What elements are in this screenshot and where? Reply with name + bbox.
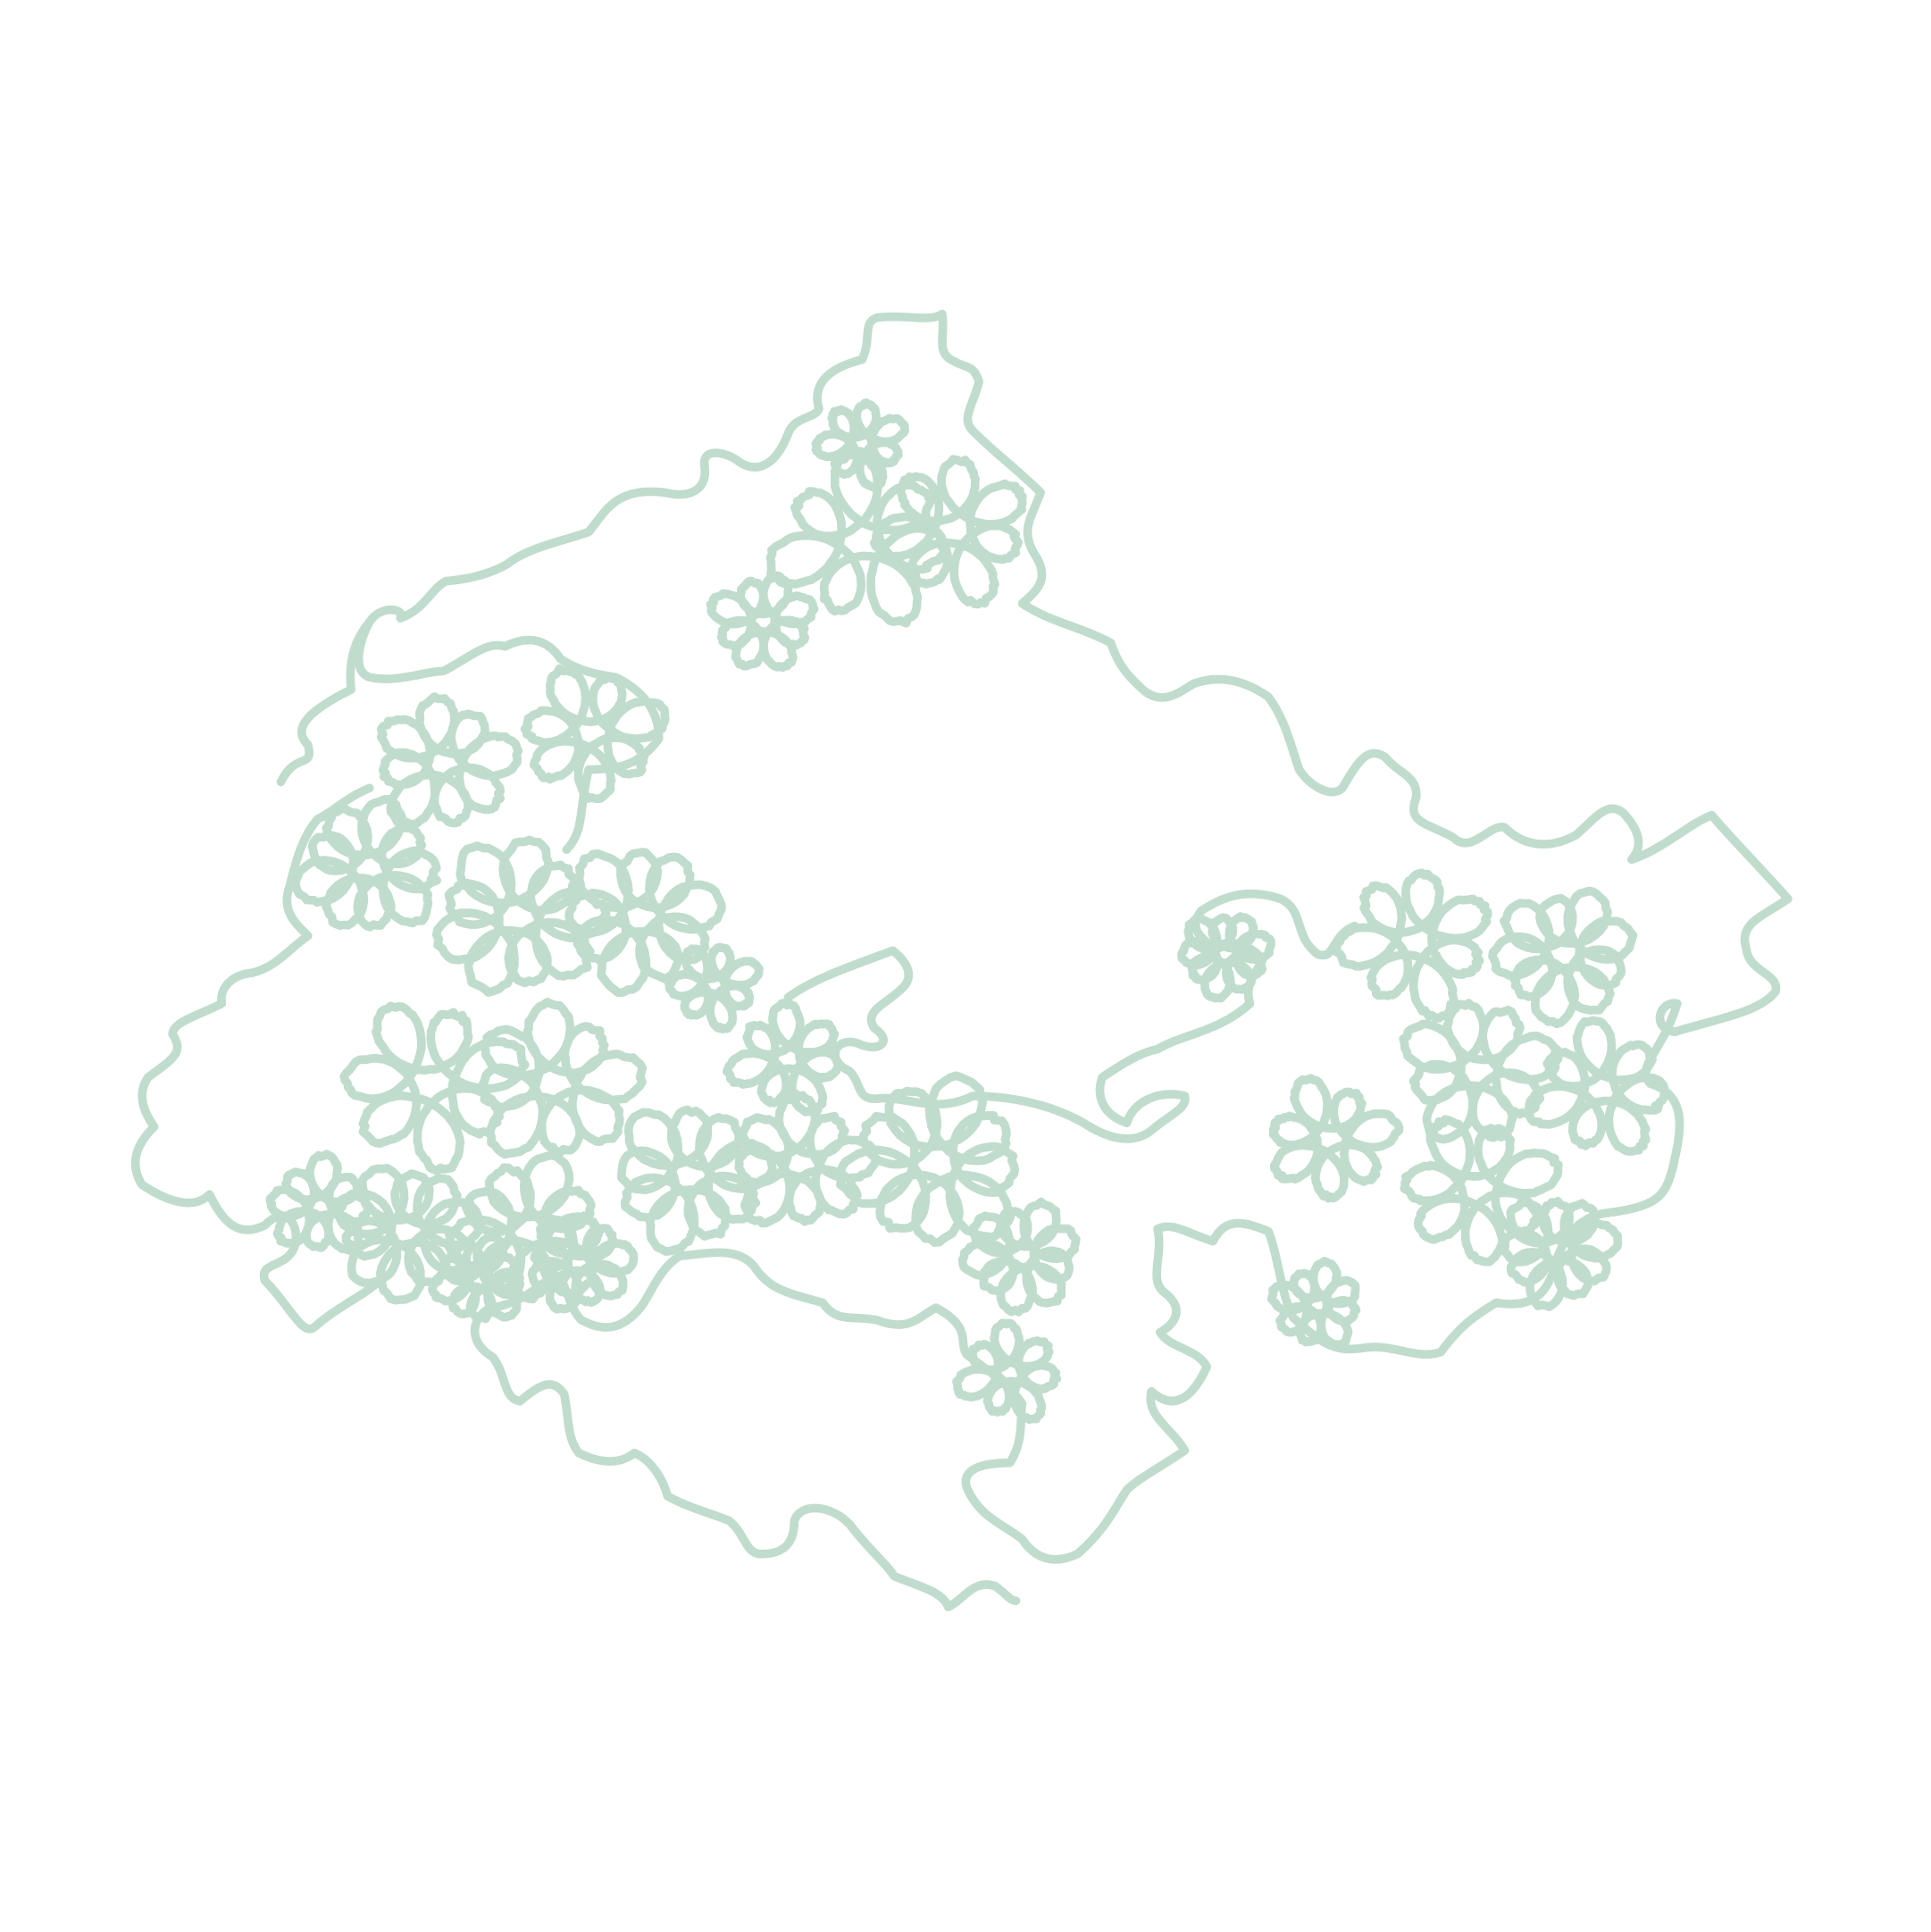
backbone-centre-right	[783, 889, 1359, 1143]
coil-cluster	[1488, 886, 1638, 1029]
coil-cluster	[723, 999, 844, 1117]
coil-cluster	[1399, 999, 1563, 1144]
coil-cluster	[431, 835, 611, 997]
coil-cluster	[836, 1071, 1020, 1247]
coil-cluster	[1268, 1074, 1404, 1203]
coil-cluster	[478, 998, 648, 1159]
coil-cluster	[564, 848, 726, 997]
coil-cluster	[665, 942, 764, 1033]
coil-cluster	[1331, 868, 1492, 1023]
coil-cluster	[1400, 1115, 1563, 1267]
coil-cluster	[520, 664, 670, 804]
backbone-left-arm	[130, 783, 387, 1334]
coil-cluster	[291, 795, 441, 932]
coil-cluster	[1266, 1256, 1361, 1350]
coil-cluster	[957, 1197, 1081, 1317]
coil-cluster	[527, 1211, 639, 1314]
coil-cluster	[952, 1318, 1062, 1425]
coil-cluster	[811, 398, 909, 493]
coil-cluster	[265, 1150, 372, 1255]
coil-cluster	[376, 692, 523, 829]
coil-cluster	[706, 571, 819, 673]
coil-cluster	[616, 1105, 777, 1257]
coil-cluster	[869, 455, 1027, 609]
coil-cluster	[339, 1001, 530, 1175]
coil-cluster	[428, 1233, 524, 1324]
coil-cluster	[1500, 1196, 1623, 1311]
coil-cluster	[765, 447, 949, 628]
coil-cluster	[734, 1089, 880, 1228]
coil-cluster	[1177, 912, 1275, 1003]
coil-cluster	[1523, 1016, 1670, 1156]
